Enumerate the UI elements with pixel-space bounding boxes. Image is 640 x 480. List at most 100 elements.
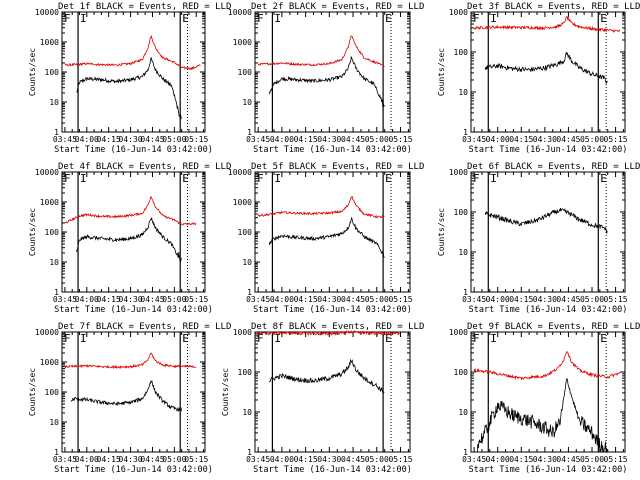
x-tick-label: 04:00 (75, 135, 99, 144)
events-series-line (268, 55, 385, 108)
x-tick-label: 05:00 (365, 135, 389, 144)
chart-title: Det 8f BLACK = Events, RED = LLD (251, 322, 424, 332)
x-tick-label: 04:30 (317, 295, 341, 304)
y-tick-label: 1 (247, 448, 252, 457)
interval-marker-e: E (182, 332, 189, 345)
x-tick-label: 04:30 (119, 295, 143, 304)
interval-marker-i: I (274, 172, 281, 185)
x-tick-label: 04:00 (270, 295, 294, 304)
x-tick-label: 04:00 (270, 455, 294, 464)
x-tick-label: 05:15 (184, 295, 208, 304)
y-tick-label: 1000 (40, 358, 59, 367)
chart-title: Det 5f BLACK = Events, RED = LLD (251, 162, 424, 172)
x-axis-label: Start Time (16-Jun-14 03:42:00) (469, 145, 628, 155)
x-tick-label: 05:15 (388, 135, 412, 144)
x-tick-label: 05:00 (162, 135, 186, 144)
x-tick-label: 04:00 (486, 455, 510, 464)
x-tick-label: 05:00 (580, 455, 604, 464)
x-tick-label: 05:00 (580, 295, 604, 304)
y-tick-label: 100 (45, 388, 60, 397)
events-series-line (268, 216, 385, 258)
interval-marker-f: F (473, 332, 480, 345)
y-tick-label: 100 (454, 368, 469, 377)
interval-marker-f: F (257, 172, 264, 185)
x-tick-label: 04:00 (486, 135, 510, 144)
y-tick-label: 100 (45, 228, 60, 237)
x-tick-label: 04:15 (97, 455, 121, 464)
interval-marker-e: E (600, 332, 607, 345)
x-tick-label: 03:45 (462, 135, 486, 144)
y-tick-label: 1000 (233, 38, 252, 47)
interval-marker-e: E (385, 172, 392, 185)
y-axis-label: Counts/sec (221, 368, 230, 416)
y-tick-label: 10 (242, 258, 252, 267)
y-axis-label: Counts/sec (437, 48, 446, 96)
y-tick-label: 10000 (35, 8, 59, 17)
x-axis-label: Start Time (16-Jun-14 03:42:00) (54, 305, 213, 315)
y-tick-label: 1 (247, 288, 252, 297)
interval-marker-i: I (274, 12, 281, 25)
x-tick-label: 04:45 (341, 135, 365, 144)
x-tick-label: 05:15 (604, 455, 628, 464)
y-tick-label: 100 (238, 228, 253, 237)
x-tick-label: 04:30 (533, 455, 557, 464)
y-tick-label: 10 (458, 408, 468, 417)
interval-marker-e: E (182, 172, 189, 185)
y-axis-label: Counts/sec (28, 208, 37, 256)
interval-marker-e: E (385, 12, 392, 25)
chart-panel-6: Det 6f BLACK = Events, RED = LLD 1 10 100 10… (437, 162, 640, 315)
interval-marker-f: F (473, 172, 480, 185)
x-tick-label: 03:45 (53, 135, 77, 144)
x-tick-label: 04:00 (75, 295, 99, 304)
interval-marker-f: F (64, 332, 71, 345)
x-tick-label: 03:45 (246, 135, 270, 144)
x-tick-label: 04:30 (317, 455, 341, 464)
y-axis-label: Counts/sec (437, 208, 446, 256)
y-tick-label: 1000 (233, 328, 252, 337)
y-tick-label: 10 (242, 408, 252, 417)
x-tick-label: 04:15 (97, 135, 121, 144)
x-tick-label: 04:45 (556, 135, 580, 144)
y-tick-label: 10 (49, 418, 59, 427)
chart-panel-5: Det 5f BLACK = Events, RED = LLD 1 10 100 10… (228, 162, 424, 315)
chart-title: Det 4f BLACK = Events, RED = LLD (58, 162, 231, 172)
y-tick-label: 1 (54, 448, 59, 457)
x-tick-label: 05:15 (388, 455, 412, 464)
events-series-line (76, 217, 182, 263)
x-tick-label: 05:00 (365, 455, 389, 464)
interval-marker-i: I (80, 332, 87, 345)
chart-panel-3: Det 3f BLACK = Events, RED = LLD 1 10 100 10… (437, 2, 640, 155)
lld-series-line (64, 34, 201, 71)
x-tick-label: 05:15 (388, 295, 412, 304)
x-tick-label: 04:45 (556, 455, 580, 464)
chart-title: Det 3f BLACK = Events, RED = LLD (467, 2, 640, 12)
interval-marker-i: I (490, 172, 497, 185)
y-tick-label: 10000 (35, 168, 59, 177)
events-series-line (70, 379, 182, 412)
x-axis-label: Start Time (16-Jun-14 03:42:00) (54, 465, 213, 475)
chart-title: Det 9f BLACK = Events, RED = LLD (467, 322, 640, 332)
x-tick-label: 05:15 (184, 455, 208, 464)
x-tick-label: 05:15 (604, 135, 628, 144)
x-tick-label: 04:00 (270, 135, 294, 144)
plot-frame (470, 331, 626, 453)
x-tick-label: 05:00 (580, 135, 604, 144)
y-tick-label: 10000 (228, 8, 252, 17)
x-tick-label: 04:30 (533, 295, 557, 304)
lld-series-line (473, 351, 621, 381)
y-tick-label: 1 (54, 288, 59, 297)
x-tick-label: 04:30 (119, 455, 143, 464)
x-tick-label: 04:15 (509, 455, 533, 464)
x-tick-label: 04:45 (556, 295, 580, 304)
y-tick-label: 100 (238, 68, 253, 77)
y-tick-label: 1 (463, 128, 468, 137)
interval-marker-e: E (385, 332, 392, 345)
x-tick-label: 04:45 (341, 295, 365, 304)
y-tick-label: 1 (463, 288, 468, 297)
events-series-line (484, 207, 608, 234)
x-tick-label: 05:00 (365, 295, 389, 304)
x-tick-label: 03:45 (246, 455, 270, 464)
interval-marker-e: E (182, 12, 189, 25)
x-axis-label: Start Time (16-Jun-14 03:42:00) (253, 465, 412, 475)
